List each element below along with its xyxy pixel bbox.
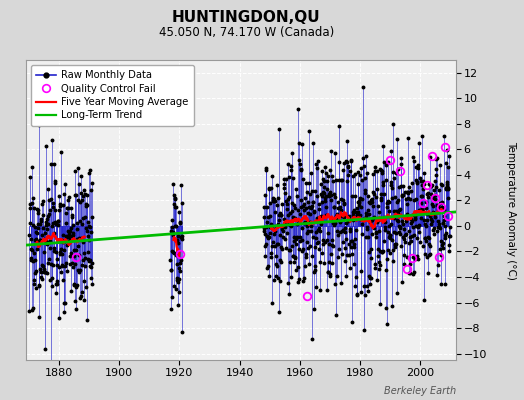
Text: 45.050 N, 74.170 W (Canada): 45.050 N, 74.170 W (Canada): [159, 26, 334, 39]
Legend: Raw Monthly Data, Quality Control Fail, Five Year Moving Average, Long-Term Tren: Raw Monthly Data, Quality Control Fail, …: [31, 65, 193, 126]
Text: Berkeley Earth: Berkeley Earth: [384, 386, 456, 396]
Y-axis label: Temperature Anomaly (°C): Temperature Anomaly (°C): [506, 140, 516, 280]
Text: HUNTINGDON,QU: HUNTINGDON,QU: [172, 10, 321, 25]
